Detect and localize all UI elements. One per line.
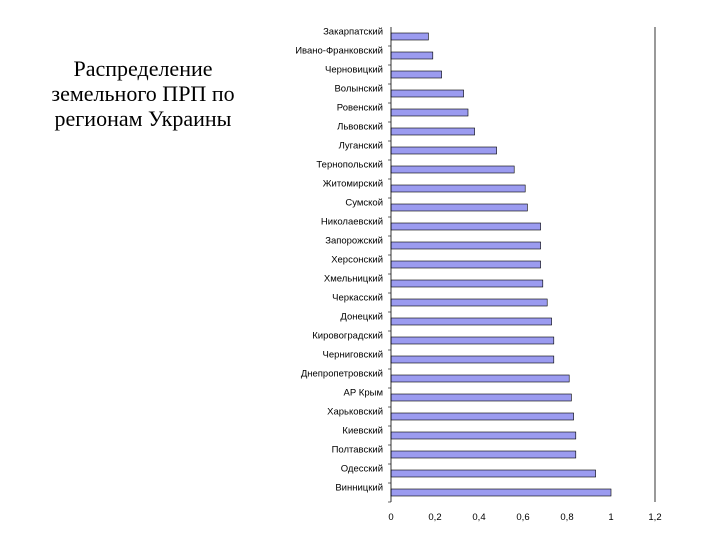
bar: [390, 32, 429, 41]
bar: [390, 355, 555, 364]
category-label: Хмельницкий: [324, 274, 383, 285]
x-tick-label: 1,2: [648, 512, 661, 523]
category-label: Кировоградский: [312, 331, 383, 342]
bar: [390, 336, 555, 345]
category-label: Сумской: [345, 198, 383, 209]
category-label: Николаевский: [321, 217, 383, 228]
category-label: Киевский: [342, 426, 383, 437]
slide-title: Распределение земельного ПРП по регионам…: [51, 56, 235, 131]
bar: [390, 279, 544, 288]
bar: [390, 146, 497, 155]
x-tick-label: 0,8: [560, 512, 573, 523]
category-label: Черниговский: [323, 350, 383, 361]
category-label: Львовский: [337, 122, 383, 133]
x-tick-label: 0: [388, 512, 393, 523]
bar: [390, 241, 541, 250]
bar: [390, 317, 552, 326]
category-label: Волынский: [334, 84, 383, 95]
category-label: Тернопольский: [316, 160, 383, 171]
bar: [390, 127, 475, 136]
category-label: АР Крым: [344, 388, 384, 399]
bar: [390, 70, 442, 79]
category-label: Днепропетровский: [301, 369, 383, 380]
category-label: Житомирский: [323, 179, 383, 190]
category-label: Полтавский: [332, 445, 383, 456]
category-label: Ровенский: [337, 103, 383, 114]
bar: [390, 298, 548, 307]
bar: [390, 222, 541, 231]
category-label: Ивано-Франковский: [295, 46, 383, 57]
bar: [390, 412, 574, 421]
bar: [390, 450, 577, 459]
category-label: Одесский: [341, 464, 383, 475]
bars-layer: [390, 32, 612, 497]
x-tick-label: 0,2: [428, 512, 441, 523]
category-label: Винницкий: [335, 483, 383, 494]
x-tick-label: 0,4: [472, 512, 485, 523]
category-label: Черновицкий: [325, 65, 383, 76]
category-label: Донецкий: [340, 312, 383, 323]
bar: [390, 203, 528, 212]
bar: [390, 89, 464, 98]
x-tick-label: 1: [608, 512, 613, 523]
labels-layer: Закарпатский Ивано-Франковский Черновицкий…: [295, 27, 661, 524]
category-label: Закарпатский: [323, 27, 383, 38]
x-tick-label: 0,6: [516, 512, 529, 523]
bar: [390, 184, 526, 193]
axes-layer: [388, 27, 656, 503]
bar: [390, 374, 570, 383]
category-label: Харьковский: [327, 407, 383, 418]
bar: [390, 108, 469, 117]
category-label: Запорожский: [325, 236, 383, 247]
bar: [390, 260, 541, 269]
category-label: Херсонский: [331, 255, 383, 266]
bar: [390, 431, 577, 440]
category-label: Луганский: [339, 141, 383, 152]
bar: [390, 488, 612, 497]
bar: [390, 393, 572, 402]
bar: [390, 51, 434, 60]
bar: [390, 165, 515, 174]
category-label: Черкасский: [332, 293, 383, 304]
bar: [390, 469, 596, 478]
